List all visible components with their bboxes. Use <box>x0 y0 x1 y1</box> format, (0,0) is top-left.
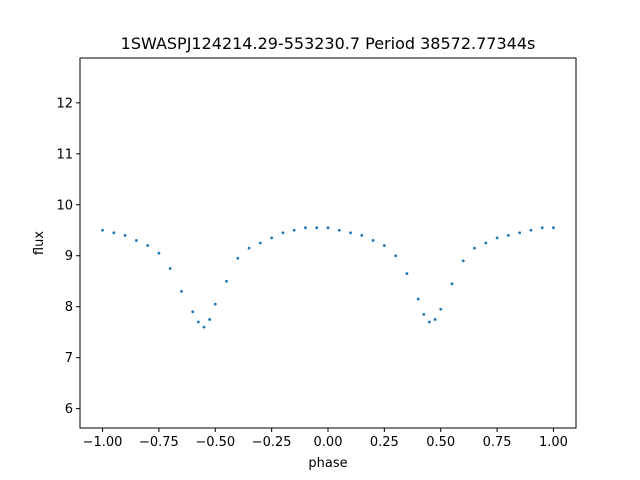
data-point <box>236 256 240 260</box>
x-tick-label: −0.25 <box>252 435 292 450</box>
data-point <box>258 241 262 245</box>
data-point <box>371 239 375 242</box>
y-tick-label: 6 <box>65 402 73 417</box>
x-tick-label: −0.75 <box>139 435 179 450</box>
data-point <box>461 259 465 263</box>
data-point <box>422 312 426 316</box>
data-point <box>495 236 499 240</box>
data-point <box>196 320 200 324</box>
data-point <box>484 241 488 245</box>
data-point <box>405 272 409 275</box>
data-points <box>101 226 555 329</box>
x-tick-label: −1.00 <box>83 435 123 450</box>
data-point <box>450 282 454 286</box>
data-point <box>473 246 476 250</box>
data-point <box>191 310 195 314</box>
x-tick-label: 0.75 <box>483 435 512 450</box>
y-tick-label: 8 <box>65 300 73 315</box>
x-tick-label: −0.50 <box>195 435 235 450</box>
data-point <box>416 297 420 301</box>
data-point <box>134 239 138 242</box>
y-tick-label: 11 <box>56 147 73 162</box>
data-point <box>292 228 296 232</box>
y-axis: 6 7 8 9 10 11 12 <box>56 96 80 417</box>
data-point <box>247 246 251 250</box>
data-point <box>433 318 437 321</box>
data-point <box>552 226 555 230</box>
data-point <box>326 226 330 230</box>
data-point <box>394 254 398 258</box>
data-point <box>168 267 172 270</box>
data-point <box>349 231 352 235</box>
data-point <box>180 290 183 293</box>
data-point <box>270 236 274 240</box>
y-tick-label: 10 <box>56 198 73 213</box>
data-point <box>202 325 206 329</box>
data-point <box>315 226 319 230</box>
data-point <box>213 302 217 306</box>
y-tick-label: 7 <box>65 351 73 366</box>
x-axis-label: phase <box>308 456 347 471</box>
y-axis-label: flux <box>32 231 47 255</box>
y-tick-label: 9 <box>65 249 73 264</box>
data-point <box>146 244 150 247</box>
data-point <box>529 228 533 232</box>
data-point <box>540 226 544 230</box>
x-tick-label: 0.25 <box>370 435 399 450</box>
data-point <box>101 228 104 232</box>
data-point <box>360 233 364 237</box>
data-point <box>208 318 212 321</box>
x-tick-label: 0.00 <box>314 435 343 450</box>
x-tick-label: 1.00 <box>539 435 568 450</box>
data-point <box>439 307 443 311</box>
data-point <box>112 231 116 235</box>
y-tick-label: 12 <box>56 96 73 111</box>
plot-background <box>80 58 576 428</box>
data-point <box>225 279 228 283</box>
data-point <box>304 226 307 230</box>
chart-title: 1SWASPJ124214.29-553230.7 Period 38572.7… <box>121 34 536 53</box>
data-point <box>382 244 386 247</box>
data-point <box>337 228 341 232</box>
data-point <box>518 231 522 235</box>
x-axis: −1.00 −0.75 −0.50 −0.25 0.00 0.25 0.50 0.75 1.00 <box>83 428 568 450</box>
data-point <box>506 233 510 237</box>
data-point <box>157 251 161 255</box>
data-point <box>281 231 285 235</box>
x-tick-label: 0.50 <box>426 435 455 450</box>
data-point <box>428 320 431 324</box>
data-point <box>123 233 127 237</box>
